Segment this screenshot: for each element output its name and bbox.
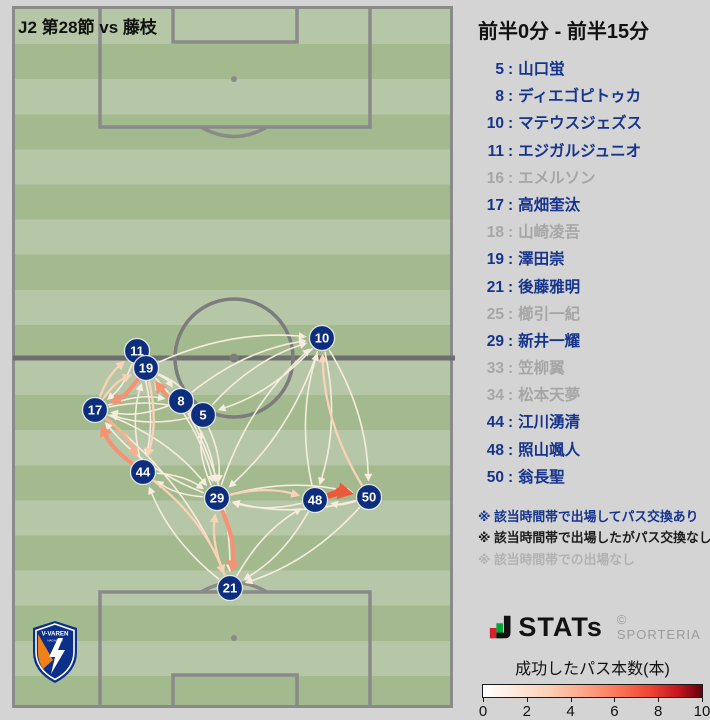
player-number: 10 <box>486 115 504 133</box>
colorbar-block: 成功したパス本数(本) 0 2 4 6 8 10 <box>478 655 710 720</box>
player-number: 16 <box>486 169 504 187</box>
player-list-item-8: 8: ディエゴピトゥカ <box>478 84 706 111</box>
player-name: 澤田崇 <box>518 251 565 269</box>
player-list-item-19: 19: 澤田崇 <box>478 247 706 274</box>
separator: : <box>508 332 514 350</box>
separator: : <box>508 278 514 296</box>
separator: : <box>508 468 514 486</box>
player-list-item-18: 18: 山崎凌吾 <box>478 220 706 247</box>
legend-notes: ※ 該当時間帯で出場してパス交換あり ※ 該当時間帯で出場したがパス交換なし ※ 該… <box>478 506 710 570</box>
player-name: 松本天夢 <box>518 387 581 405</box>
separator: : <box>508 88 514 106</box>
player-name: 笠柳翼 <box>518 360 565 378</box>
colorbar-tick-mark <box>614 698 616 702</box>
player-list-item-17: 17: 高畑奎汰 <box>478 193 706 220</box>
player-name: 照山颯人 <box>518 441 581 459</box>
colorbar-tick-label: 10 <box>693 703 710 720</box>
soccer-pitch <box>12 6 453 708</box>
player-list-item-29: 29: 新井一耀 <box>478 329 706 356</box>
player-number: 18 <box>486 224 504 242</box>
player-number: 11 <box>487 142 504 160</box>
player-name: 山口蛍 <box>518 61 565 78</box>
separator: : <box>508 224 514 242</box>
colorbar-tick-mark <box>483 698 484 702</box>
colorbar-tick-label: 0 <box>478 703 488 720</box>
player-name: 新井一耀 <box>518 332 581 350</box>
player-list-item-48: 48: 照山颯人 <box>478 438 706 465</box>
player-list-item-44: 44: 江川湧清 <box>478 410 706 437</box>
separator: : <box>508 115 514 133</box>
separator: : <box>508 360 514 378</box>
colorbar-label: 成功したパス本数(本) <box>515 661 670 678</box>
player-list-item-16: 16: エメルソン <box>478 166 706 193</box>
player-number: 48 <box>486 441 504 459</box>
separator: : <box>508 169 514 187</box>
v-varen-nagasaki-logo: V-VAREN NAGASAKI <box>33 621 77 683</box>
player-name: エメルソン <box>518 169 596 187</box>
separator: : <box>508 196 514 214</box>
separator: : <box>508 61 514 78</box>
player-list-item-33: 33: 笠柳翼 <box>478 356 706 383</box>
player-name: 翁長聖 <box>518 468 565 486</box>
stats-bar-chart-icon <box>489 615 511 638</box>
player-number: 44 <box>486 414 504 432</box>
legend-note-2: ※ 該当時間帯で出場したがパス交換なし <box>478 530 710 546</box>
separator: : <box>508 414 514 432</box>
colorbar-tick-label: 8 <box>654 703 663 720</box>
player-list-item-50: 50: 翁長聖 <box>478 465 706 492</box>
player-name: 江川湧清 <box>518 414 581 432</box>
separator: : <box>508 142 514 160</box>
player-name: 後藤雅明 <box>518 278 581 296</box>
player-name: 山崎凌吾 <box>518 224 581 242</box>
player-list-item-5: 5: 山口蛍 <box>478 57 706 84</box>
separator: : <box>508 305 514 323</box>
player-number: 8 <box>495 88 504 106</box>
time-range-title: 前半0分 - 前半15分 <box>478 21 650 43</box>
player-name: マテウスジェズス <box>518 115 643 133</box>
legend-note-1: ※ 該当時間帯で出場してパス交換あり <box>478 509 699 524</box>
player-name: 高畑奎汰 <box>518 196 581 214</box>
player-name: エジガルジュニオ <box>518 142 642 160</box>
colorbar-tick-label: 2 <box>522 703 531 720</box>
player-list-item-34: 34: 松本天夢 <box>478 383 706 410</box>
stats-branding: STATs © SPORTERIA <box>487 611 710 643</box>
colorbar-gradient <box>482 684 703 698</box>
colorbar-tick-mark <box>526 698 528 702</box>
separator: : <box>508 251 514 269</box>
player-name: ディエゴピトゥカ <box>518 88 642 106</box>
separator: : <box>508 387 514 405</box>
match-label: J2 第28節 vs 藤枝 <box>18 18 157 37</box>
colorbar-tick-mark <box>658 698 660 702</box>
player-name: 櫛引一紀 <box>518 305 581 323</box>
separator: : <box>508 441 514 459</box>
logo-text-v-varen: V-VAREN <box>41 631 69 638</box>
colorbar-tick-mark <box>570 698 572 702</box>
player-number: 17 <box>486 196 504 214</box>
colorbar-tick-label: 4 <box>566 703 575 720</box>
sporteria-copyright: © SPORTERIA <box>616 612 701 642</box>
player-number: 29 <box>486 332 504 350</box>
colorbar-tick-label: 6 <box>610 703 619 720</box>
legend-note-3: ※ 該当時間帯での出場なし <box>478 551 635 567</box>
logo-text-nagasaki: NAGASAKI <box>47 639 63 643</box>
player-number: 33 <box>486 360 504 378</box>
player-list-item-10: 10: マテウスジェズス <box>478 111 706 138</box>
player-list-item-25: 25: 櫛引一紀 <box>478 302 706 329</box>
player-number: 19 <box>486 251 504 269</box>
stats-wordmark: STATs <box>518 611 603 642</box>
player-number: 5 <box>495 61 504 78</box>
colorbar-ticks: 0 2 4 6 8 10 <box>478 698 710 720</box>
player-list: 5: 山口蛍 8: ディエゴピトゥカ 10: マテウスジェズス 11: エジガルジュニオ 16:… <box>478 57 706 492</box>
player-list-item-11: 11: エジガルジュニオ <box>478 139 706 166</box>
player-number: 21 <box>486 278 504 296</box>
player-list-item-21: 21: 後藤雅明 <box>478 275 706 302</box>
player-number: 50 <box>486 468 504 486</box>
player-number: 34 <box>486 387 504 405</box>
colorbar-tick-mark <box>702 698 703 702</box>
player-number: 25 <box>486 305 504 323</box>
